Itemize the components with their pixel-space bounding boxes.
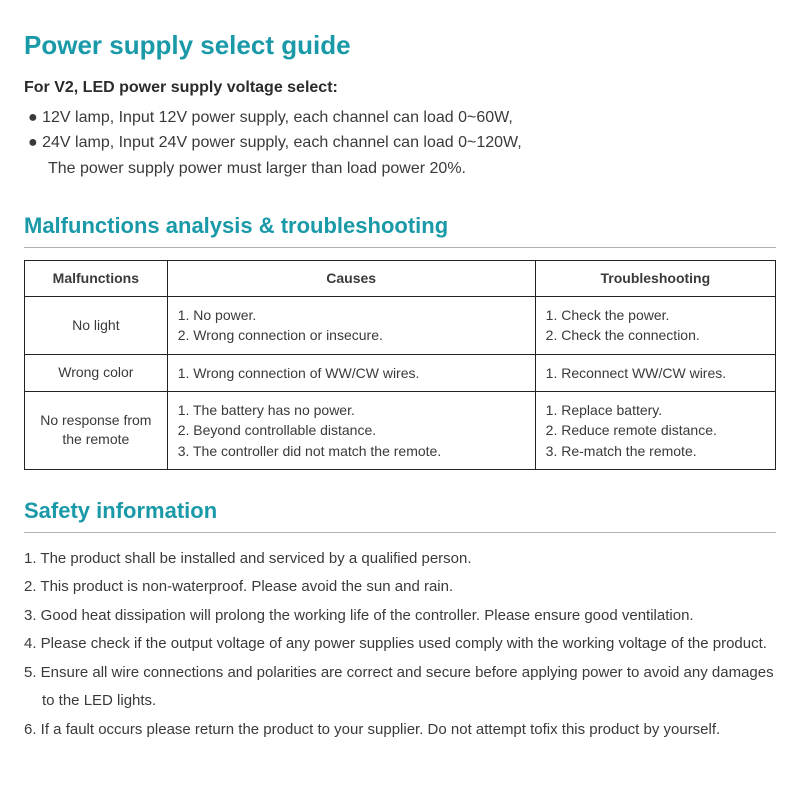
cause-line: 3. The controller did not match the remo… <box>178 441 525 461</box>
trouble-cell: 1. Replace battery. 2. Reduce remote dis… <box>535 391 775 469</box>
cause-line: 2. Beyond controllable distance. <box>178 420 525 440</box>
header-malfunctions: Malfunctions <box>25 261 168 297</box>
power-guide-title: Power supply select guide <box>24 28 776 63</box>
trouble-line: 1. Replace battery. <box>546 400 765 420</box>
header-troubleshooting: Troubleshooting <box>535 261 775 297</box>
trouble-cell: 1. Check the power. 2. Check the connect… <box>535 297 775 355</box>
trouble-line: 2. Check the connection. <box>546 325 765 345</box>
trouble-cell: 1. Reconnect WW/CW wires. <box>535 354 775 391</box>
cause-line: 1. Wrong connection of WW/CW wires. <box>178 363 525 383</box>
cause-line: 1. The battery has no power. <box>178 400 525 420</box>
causes-cell: 1. Wrong connection of WW/CW wires. <box>167 354 535 391</box>
trouble-line: 3. Re-match the remote. <box>546 441 765 461</box>
trouble-line: 1. Reconnect WW/CW wires. <box>546 363 765 383</box>
malfunction-cell: No response from the remote <box>25 391 168 469</box>
table-header-row: Malfunctions Causes Troubleshooting <box>25 261 776 297</box>
header-causes: Causes <box>167 261 535 297</box>
safety-item: 2. This product is non-waterproof. Pleas… <box>24 573 776 602</box>
causes-cell: 1. The battery has no power. 2. Beyond c… <box>167 391 535 469</box>
power-guide-subtitle: For V2, LED power supply voltage select: <box>24 77 776 99</box>
cause-line: 2. Wrong connection or insecure. <box>178 325 525 345</box>
bullet-text: 24V lamp, Input 24V power supply, each c… <box>42 134 522 151</box>
table-row: No light 1. No power. 2. Wrong connectio… <box>25 297 776 355</box>
section-divider <box>24 532 776 533</box>
safety-item: 5. Ensure all wire connections and polar… <box>24 659 776 716</box>
cause-line: 1. No power. <box>178 305 525 325</box>
safety-list: 1. The product shall be installed and se… <box>24 545 776 745</box>
trouble-line: 1. Check the power. <box>546 305 765 325</box>
section-divider <box>24 247 776 248</box>
safety-item: 6. If a fault occurs please return the p… <box>24 716 776 745</box>
malfunction-cell: No light <box>25 297 168 355</box>
safety-item: 1. The product shall be installed and se… <box>24 545 776 574</box>
trouble-line: 2. Reduce remote distance. <box>546 420 765 440</box>
malfunction-cell: Wrong color <box>25 354 168 391</box>
malfunctions-table: Malfunctions Causes Troubleshooting No l… <box>24 260 776 470</box>
safety-title: Safety information <box>24 496 776 526</box>
bullet-text: 12V lamp, Input 12V power supply, each c… <box>42 109 513 126</box>
power-guide-bullets: ● 12V lamp, Input 12V power supply, each… <box>24 105 776 182</box>
table-row: Wrong color 1. Wrong connection of WW/CW… <box>25 354 776 391</box>
causes-cell: 1. No power. 2. Wrong connection or inse… <box>167 297 535 355</box>
safety-item: 4. Please check if the output voltage of… <box>24 630 776 659</box>
bullet-item: ● 24V lamp, Input 24V power supply, each… <box>24 130 776 156</box>
malfunctions-title: Malfunctions analysis & troubleshooting <box>24 211 776 241</box>
power-guide-note: The power supply power must larger than … <box>24 156 776 182</box>
safety-item: 3. Good heat dissipation will prolong th… <box>24 602 776 631</box>
table-row: No response from the remote 1. The batte… <box>25 391 776 469</box>
bullet-item: ● 12V lamp, Input 12V power supply, each… <box>24 105 776 131</box>
